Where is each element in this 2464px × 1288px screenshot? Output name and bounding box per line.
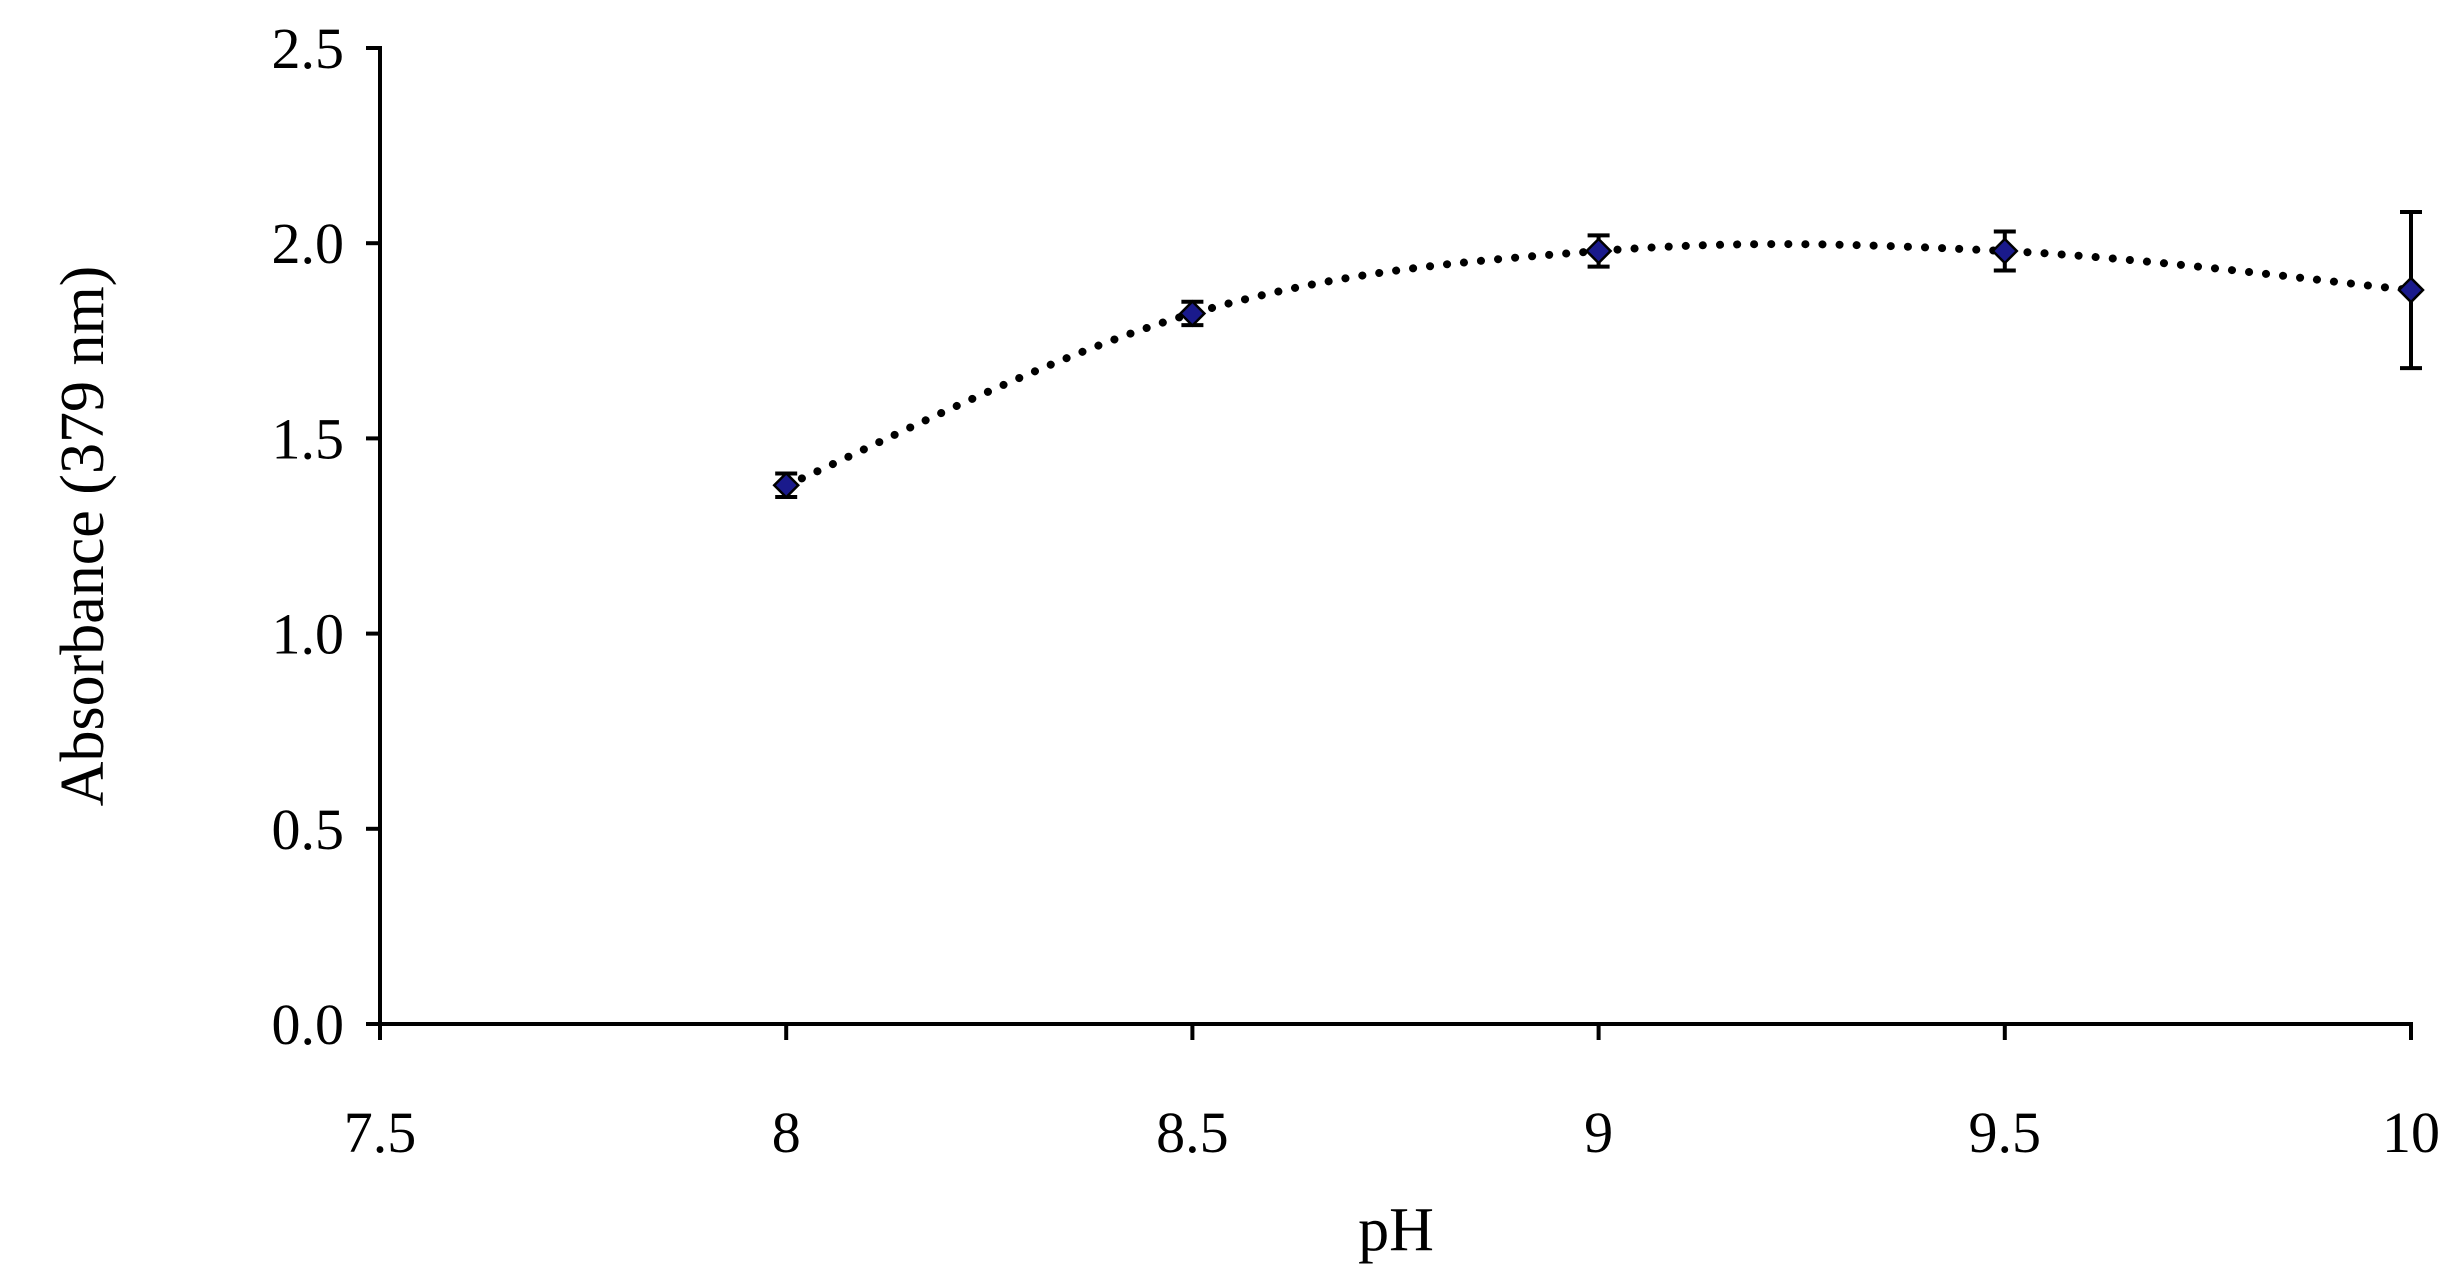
x-axis-title: pH xyxy=(1358,1196,1434,1264)
y-tick-label: 2.5 xyxy=(272,16,345,81)
y-tick-label: 2.0 xyxy=(272,211,345,276)
series-line xyxy=(782,240,2415,490)
x-tick-label: 8.5 xyxy=(1156,1100,1229,1165)
y-tick-label: 0.5 xyxy=(272,797,345,862)
y-ticks: 0.0 0.5 1.0 1.5 2.0 2.5 xyxy=(272,16,382,1057)
y-tick-label: 1.5 xyxy=(272,406,345,471)
y-tick-label: 0.0 xyxy=(272,992,345,1057)
data-point xyxy=(1584,237,1613,265)
x-tick-label: 9 xyxy=(1584,1100,1613,1165)
y-tick-label: 1.0 xyxy=(272,602,345,667)
data-point xyxy=(772,471,800,500)
y-axis-title: Absorbance (379 nm) xyxy=(49,266,117,807)
data-point xyxy=(1991,237,2019,265)
x-tick-label: 10 xyxy=(2382,1100,2440,1165)
x-tick-label: 8 xyxy=(772,1100,801,1165)
x-tick-label: 7.5 xyxy=(344,1100,417,1165)
x-tick-label: 9.5 xyxy=(1969,1100,2042,1165)
data-point xyxy=(1178,299,1207,328)
axes xyxy=(378,48,2411,1026)
series-layer xyxy=(772,209,2425,500)
data-point xyxy=(2397,276,2425,304)
x-ticks: 7.5 8 8.5 9 9.5 10 xyxy=(344,1022,2440,1165)
